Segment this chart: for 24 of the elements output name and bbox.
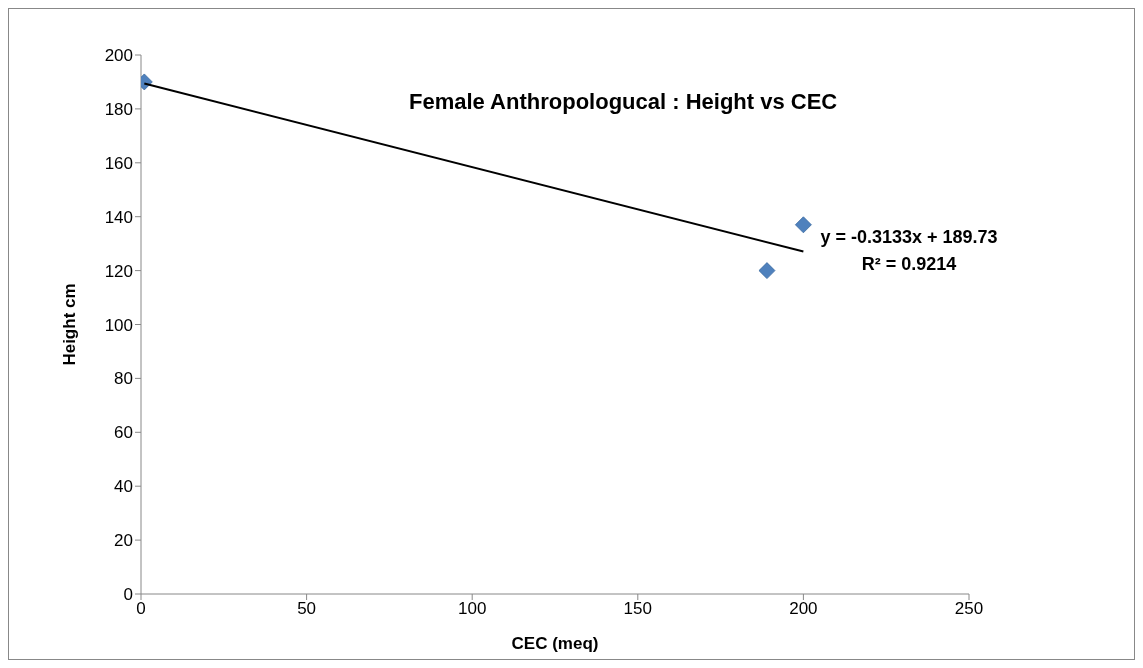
x-tick-label: 50: [297, 599, 317, 619]
y-tick-label: 180: [104, 99, 133, 119]
annotation: y = -0.3133x + 189.73: [819, 227, 999, 248]
x-tick-label: 0: [136, 599, 146, 619]
annotation: R² = 0.9214: [860, 254, 958, 275]
x-tick-label: 100: [458, 599, 487, 619]
text: Female Anthropologucal : Height vs CEC: [409, 89, 838, 115]
point: [795, 216, 812, 234]
y-tick-label: 20: [114, 531, 133, 551]
x-tick-label: 250: [954, 599, 984, 619]
point: [758, 262, 776, 279]
y-tick-label: 0: [123, 585, 133, 605]
y-tick-label: 40: [114, 477, 133, 497]
y-axis-title: Height cm: [60, 283, 80, 366]
y-tick-label: 120: [104, 261, 133, 281]
y-tick-label: 80: [114, 369, 133, 389]
y-tick-label: 60: [114, 423, 133, 443]
x-tick-label: 150: [623, 599, 652, 619]
y-tick-label: 160: [104, 153, 133, 173]
y-tick-label: 100: [104, 315, 133, 335]
x-tick-label: 200: [789, 599, 818, 619]
x-axis-title: CEC (meq): [511, 634, 599, 653]
y-tick-label: 200: [104, 46, 133, 66]
y-tick-label: 140: [104, 207, 133, 227]
